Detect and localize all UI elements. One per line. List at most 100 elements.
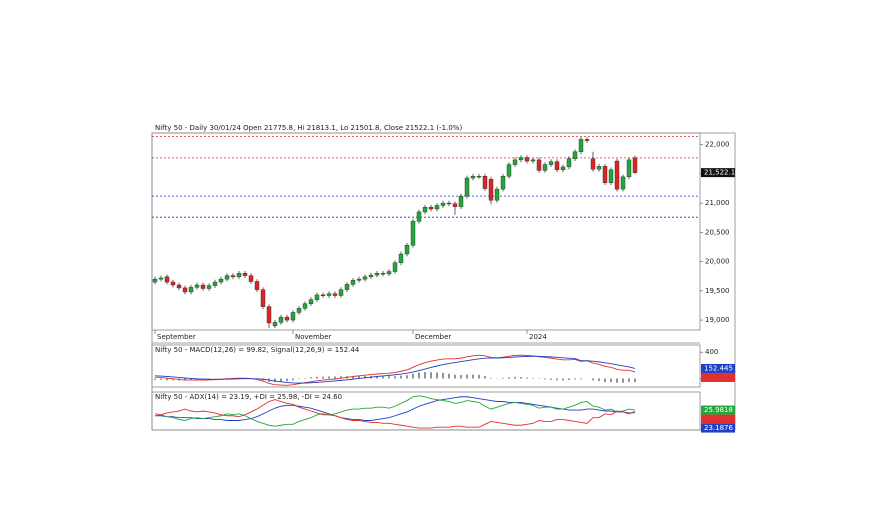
candle-body bbox=[530, 159, 536, 162]
candle-body bbox=[302, 303, 308, 309]
candle-body bbox=[326, 293, 332, 296]
candle-body bbox=[446, 202, 452, 205]
y-tick-label: 400 bbox=[705, 348, 718, 356]
candle-body bbox=[158, 277, 164, 280]
panel-title: Nifty 50 - MACD(12,26) = 99.82, Signal(1… bbox=[155, 346, 360, 354]
candle-body bbox=[482, 176, 488, 189]
x-tick-label: September bbox=[157, 333, 196, 341]
candle-body bbox=[278, 316, 284, 323]
last-value-label: 25.9818 bbox=[704, 406, 733, 414]
outer-frame bbox=[151, 132, 736, 431]
candle-body bbox=[578, 139, 584, 152]
candle-body bbox=[236, 273, 242, 278]
indicator-line bbox=[154, 395, 636, 427]
candle-body bbox=[260, 289, 266, 307]
candle-body bbox=[434, 205, 440, 210]
candle-body bbox=[314, 294, 320, 300]
candle-body bbox=[632, 157, 638, 173]
candle-body bbox=[152, 278, 158, 283]
candle-body bbox=[440, 202, 446, 206]
candle-body bbox=[404, 245, 410, 255]
candle-body bbox=[554, 161, 560, 171]
candle-body bbox=[350, 280, 356, 285]
candle-body bbox=[620, 176, 626, 190]
candle-body bbox=[392, 262, 398, 272]
candle-body bbox=[524, 157, 530, 162]
candle-body bbox=[206, 285, 212, 289]
candle-body bbox=[506, 164, 512, 177]
candle-body bbox=[170, 281, 176, 286]
candle-body bbox=[188, 287, 194, 293]
candle-body bbox=[602, 166, 608, 183]
candle-body bbox=[614, 160, 620, 190]
candle-body bbox=[212, 281, 218, 286]
candle-body bbox=[428, 207, 434, 210]
candle-body bbox=[320, 294, 326, 296]
candle-body bbox=[464, 177, 470, 197]
y-tick-label: 19,500 bbox=[705, 287, 730, 295]
indicator-line bbox=[154, 354, 636, 386]
candle-body bbox=[566, 158, 572, 168]
candle-body bbox=[164, 276, 170, 283]
candle-body bbox=[476, 176, 482, 178]
candle-body bbox=[176, 284, 182, 289]
candle-body bbox=[560, 166, 566, 171]
candle-body bbox=[182, 287, 188, 293]
candle-body bbox=[416, 211, 422, 222]
last-value-label: 23.1876 bbox=[704, 424, 733, 432]
candle-body bbox=[290, 312, 296, 321]
y-tick-label: 21,000 bbox=[705, 199, 730, 207]
candle-body bbox=[368, 274, 374, 278]
y-tick-label: 19,000 bbox=[705, 316, 730, 324]
candle-body bbox=[254, 281, 260, 290]
y-tick-label: 20,500 bbox=[705, 228, 730, 236]
candle-body bbox=[470, 176, 476, 179]
panel-frame bbox=[151, 391, 701, 431]
candle-body bbox=[272, 322, 278, 327]
x-tick-label: November bbox=[295, 333, 332, 341]
candle-body bbox=[296, 308, 302, 313]
candle-body bbox=[380, 273, 386, 275]
candle-body bbox=[422, 207, 428, 213]
panel-frame bbox=[151, 344, 701, 388]
candle-body bbox=[500, 176, 506, 190]
panel-frame bbox=[151, 132, 701, 331]
y-tick-label: 20,000 bbox=[705, 258, 730, 266]
candle-body bbox=[596, 166, 602, 170]
last-value-box bbox=[701, 363, 735, 373]
candle-body bbox=[356, 278, 362, 281]
last-value-label: 152.445 bbox=[704, 364, 733, 372]
candle-body bbox=[584, 139, 590, 141]
candle-body bbox=[248, 275, 254, 282]
candle-body bbox=[308, 299, 314, 304]
candle-body bbox=[488, 178, 494, 201]
candle-body bbox=[218, 278, 224, 283]
x-tick-label: 2024 bbox=[529, 333, 547, 341]
candle-body bbox=[542, 164, 548, 171]
indicator-line bbox=[154, 399, 636, 429]
candle-body bbox=[224, 275, 230, 280]
last-value-box bbox=[701, 405, 735, 415]
x-tick-label: December bbox=[415, 333, 451, 341]
candle-body bbox=[200, 284, 206, 289]
last-price-box bbox=[701, 168, 735, 178]
candle-body bbox=[518, 157, 524, 161]
candle-body bbox=[344, 284, 350, 290]
candle-body bbox=[266, 306, 272, 324]
candle-body bbox=[242, 273, 248, 276]
candle-body bbox=[590, 158, 596, 170]
candle-body bbox=[608, 169, 614, 183]
panel-title: Nifty 50 - Daily 30/01/24 Open 21775.8, … bbox=[155, 124, 462, 132]
candle-body bbox=[230, 275, 236, 278]
candle-body bbox=[494, 188, 500, 201]
panel-title: Nifty 50 - ADX(14) = 23.19, +DI = 25.98,… bbox=[155, 393, 342, 401]
candle-body bbox=[374, 273, 380, 276]
last-price-label: 21,522.1 bbox=[704, 169, 735, 177]
candle-body bbox=[284, 316, 290, 321]
last-value-box bbox=[701, 372, 735, 382]
candle-body bbox=[458, 195, 464, 207]
indicator-line bbox=[154, 355, 636, 384]
indicator-line bbox=[155, 396, 636, 421]
